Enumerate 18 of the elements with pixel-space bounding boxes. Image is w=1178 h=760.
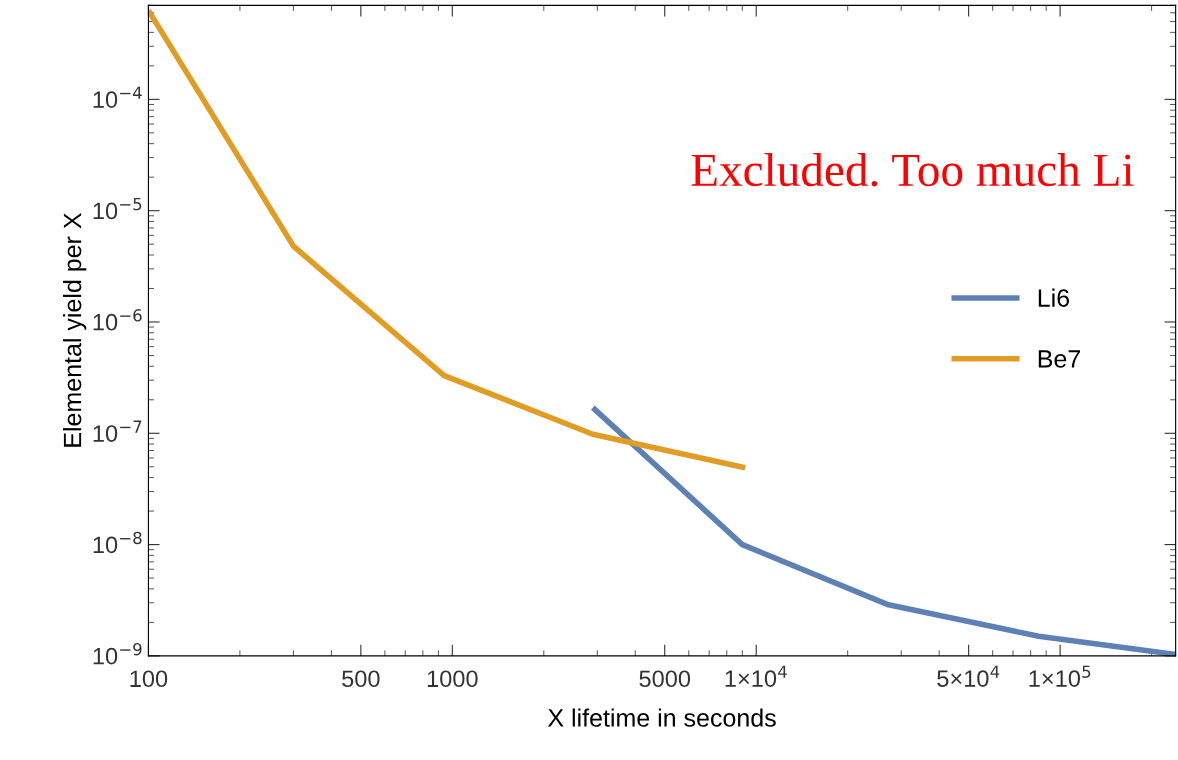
y-tick-label: 10$^{−7}$ bbox=[93, 420, 142, 442]
y-tick-label: 10$^{−9}$ bbox=[93, 642, 142, 665]
x-axis-title: X lifetime in seconds bbox=[547, 708, 776, 727]
legend-label: Li6 bbox=[1038, 288, 1070, 307]
y-tick-label: 10$^{−8}$ bbox=[93, 531, 142, 554]
y-tick-label: 10$^{−4}$ bbox=[93, 86, 142, 109]
annotation: Excluded. Too much Li bbox=[691, 153, 1134, 187]
y-axis-title: Elemental yield per X bbox=[63, 213, 87, 447]
x-tick-label: 500 bbox=[342, 670, 380, 688]
x-tick-label: 1×10$^{5}$ bbox=[1029, 665, 1091, 687]
y-tick-label: 10$^{−6}$ bbox=[93, 309, 142, 331]
x-tick-label: 1×10$^{4}$ bbox=[725, 665, 787, 687]
x-tick-label: 5×10$^{4}$ bbox=[937, 665, 1000, 687]
y-tick-label: 10$^{−5}$ bbox=[93, 197, 142, 220]
legend-label: Be7 bbox=[1038, 350, 1080, 368]
x-tick-label: 1000 bbox=[427, 670, 478, 688]
x-tick-label: 5000 bbox=[639, 670, 691, 688]
x-tick-label: 100 bbox=[130, 670, 168, 688]
